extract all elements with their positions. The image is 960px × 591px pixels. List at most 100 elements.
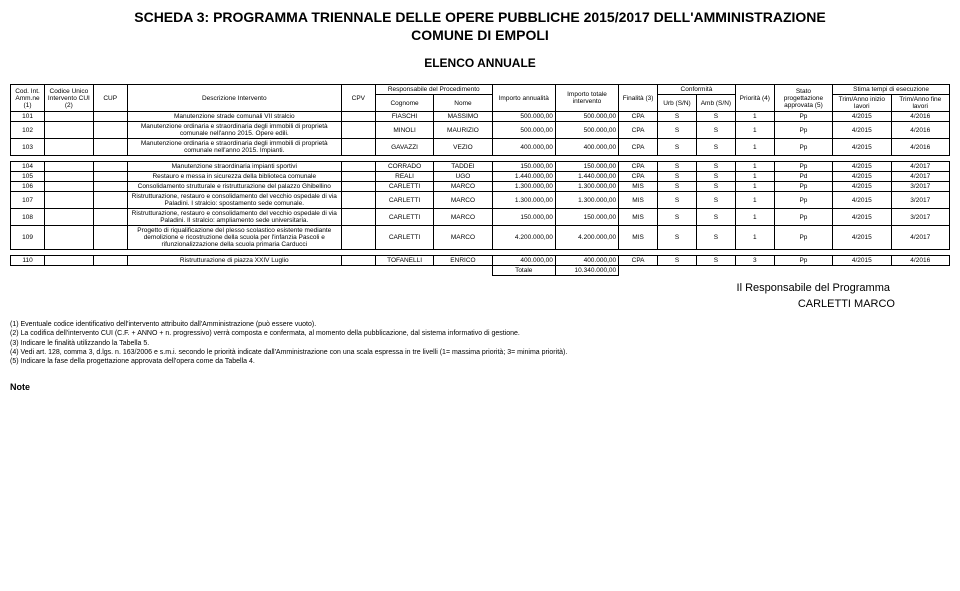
footnote: (1) Eventuale codice identificativo dell… xyxy=(10,320,950,329)
cell: CPA xyxy=(619,162,658,172)
cell: 1 xyxy=(735,182,774,192)
cell: REALI xyxy=(375,172,433,182)
cell: 106 xyxy=(11,182,45,192)
cell: 4/2015 xyxy=(833,192,891,209)
cell: S xyxy=(658,139,697,156)
cell: MAURIZIO xyxy=(434,122,492,139)
cell: 4/2015 xyxy=(833,172,891,182)
cell: Pp xyxy=(774,139,832,156)
cell: S xyxy=(658,162,697,172)
cell xyxy=(45,226,94,250)
cell xyxy=(93,209,127,226)
table-row: 101Manutenzione strade comunali VII stra… xyxy=(11,112,950,122)
table-row: 102Manutenzione ordinaria e straordinari… xyxy=(11,122,950,139)
cell: 150.000,00 xyxy=(492,162,555,172)
cell: 4/2015 xyxy=(833,112,891,122)
cell: CARLETTI xyxy=(375,209,433,226)
cell: Pp xyxy=(774,256,832,266)
table-row: 105Restauro e messa in sicurezza della b… xyxy=(11,172,950,182)
page-title: SCHEDA 3: PROGRAMMA TRIENNALE DELLE OPER… xyxy=(10,8,950,44)
cell: 3 xyxy=(735,256,774,266)
cell: 500.000,00 xyxy=(555,122,618,139)
cell: S xyxy=(696,256,735,266)
cell: MINOLI xyxy=(375,122,433,139)
cell: S xyxy=(658,182,697,192)
main-table: Cod. Int. Amm.ne (1) Codice Unico Interv… xyxy=(10,84,950,276)
cell: Pp xyxy=(774,209,832,226)
table-row: 109 Progetto di riqualificazione del ples… xyxy=(11,226,950,250)
cell: S xyxy=(658,172,697,182)
cell: 4/2016 xyxy=(891,256,950,266)
total-row: Totale10.340.000,00 xyxy=(11,266,950,276)
h-cod: Cod. Int. Amm.ne (1) xyxy=(11,85,45,112)
cell: CPA xyxy=(619,122,658,139)
cell: 400.000,00 xyxy=(492,256,555,266)
cell: Pp xyxy=(774,162,832,172)
cell: Ristrutturazione di piazza XXIV Luglio xyxy=(127,256,341,266)
cell: S xyxy=(658,209,697,226)
cell: S xyxy=(658,192,697,209)
cell: 1 xyxy=(735,226,774,250)
table-row: 107Ristrutturazione, restauro e consolid… xyxy=(11,192,950,209)
cell: 500.000,00 xyxy=(555,112,618,122)
h-fin: Finalità (3) xyxy=(619,85,658,112)
footnote: (4) Vedi art. 128, comma 3, d.lgs. n. 16… xyxy=(10,348,950,357)
table-row: 106 Consolidamento strutturale e ristrutt… xyxy=(11,182,950,192)
cell: CPA xyxy=(619,172,658,182)
cell: MASSIMO xyxy=(434,112,492,122)
cell xyxy=(93,139,127,156)
cell: 1 xyxy=(735,172,774,182)
cell: UGO xyxy=(434,172,492,182)
h-cup: CUP xyxy=(93,85,127,112)
cell: Pp xyxy=(774,112,832,122)
total-value: 10.340.000,00 xyxy=(555,266,618,276)
sign-name: CARLETTI MARCO xyxy=(10,298,950,310)
cell: S xyxy=(696,172,735,182)
cell: 4/2015 xyxy=(833,139,891,156)
cell xyxy=(93,162,127,172)
h-ti: Trim/Anno inizio lavori xyxy=(833,95,891,112)
cell xyxy=(341,172,375,182)
h-cui: Codice Unico Intervento CUI (2) xyxy=(45,85,94,112)
cell: S xyxy=(696,162,735,172)
cell: 400.000,00 xyxy=(555,256,618,266)
cell: 109 xyxy=(11,226,45,250)
cell: CARLETTI xyxy=(375,192,433,209)
cell: Ristrutturazione, restauro e consolidame… xyxy=(127,209,341,226)
cell: 4/2017 xyxy=(891,172,950,182)
cell xyxy=(93,192,127,209)
note-label: Note xyxy=(10,382,950,392)
footnotes: (1) Eventuale codice identificativo dell… xyxy=(10,320,950,365)
cell: CARLETTI xyxy=(375,182,433,192)
cell: S xyxy=(696,209,735,226)
cell: 150.000,00 xyxy=(555,209,618,226)
table-row: 104Manutenzione straordinaria impianti s… xyxy=(11,162,950,172)
subtitle: ELENCO ANNUALE xyxy=(10,56,950,70)
table-body: 101Manutenzione strade comunali VII stra… xyxy=(11,112,950,276)
cell: S xyxy=(696,122,735,139)
cell: Progetto di riqualificazione del plesso … xyxy=(127,226,341,250)
cell: 4.200.000,00 xyxy=(555,226,618,250)
cell xyxy=(341,226,375,250)
cell: MIS xyxy=(619,192,658,209)
cell xyxy=(45,192,94,209)
cell: CPA xyxy=(619,112,658,122)
footnote: (2) La codifica dell'intervento CUI (C.F… xyxy=(10,329,950,338)
cell: 1 xyxy=(735,139,774,156)
cell xyxy=(93,226,127,250)
cell: Consolidamento strutturale e ristruttura… xyxy=(127,182,341,192)
h-resp: Responsabile del Procedimento xyxy=(375,85,492,95)
cell: 4/2017 xyxy=(891,226,950,250)
h-conf: Conformità xyxy=(658,85,736,95)
cell: 1.300.000,00 xyxy=(555,182,618,192)
cell: Restauro e messa in sicurezza della bibl… xyxy=(127,172,341,182)
cell xyxy=(45,182,94,192)
cell: MIS xyxy=(619,226,658,250)
cell: 500.000,00 xyxy=(492,112,555,122)
cell: MARCO xyxy=(434,182,492,192)
cell: S xyxy=(696,226,735,250)
cell: S xyxy=(696,139,735,156)
cell xyxy=(45,122,94,139)
cell: Pp xyxy=(774,192,832,209)
cell xyxy=(93,182,127,192)
